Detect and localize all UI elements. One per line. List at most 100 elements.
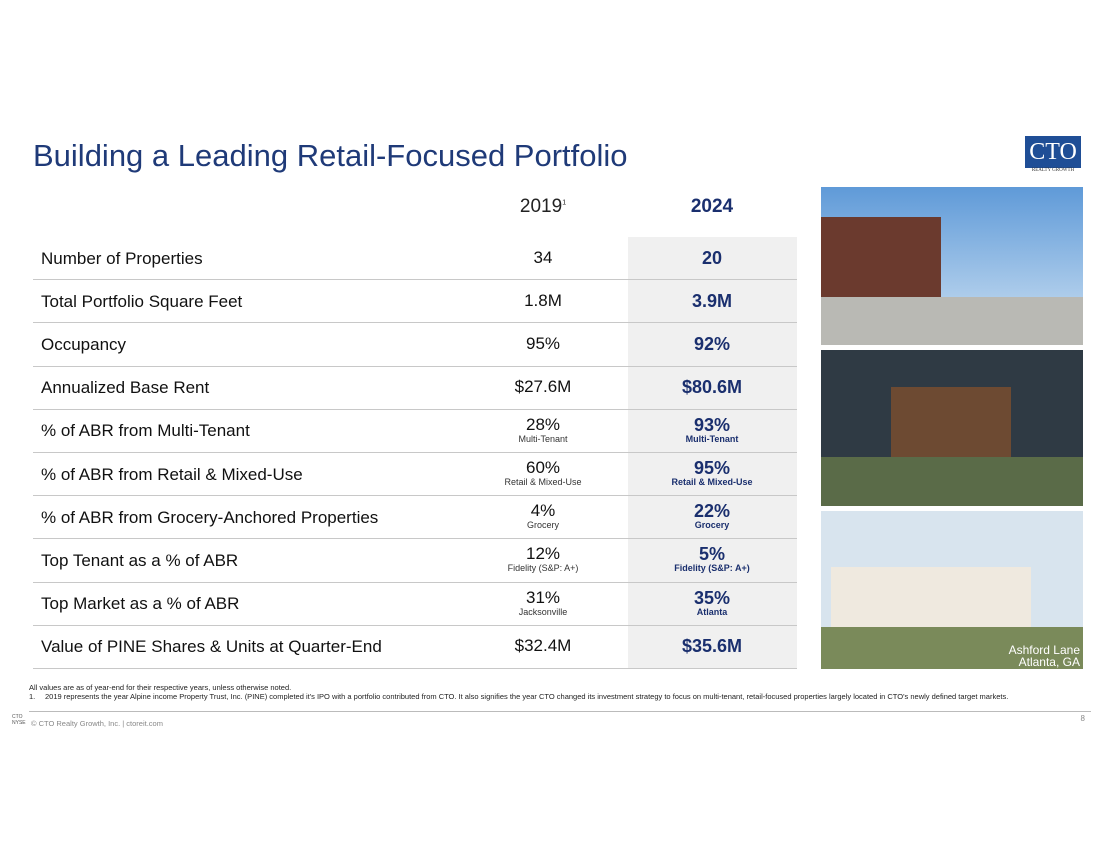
- footnotes: All values are as of year-end for their …: [29, 683, 1069, 701]
- footer-logo-line: CTO: [12, 714, 23, 720]
- cell-value: 5%: [698, 544, 725, 565]
- table-cell: 31% Jacksonville: [458, 587, 628, 618]
- table-cell: $27.6M: [458, 378, 628, 396]
- table-cell: 93% Multi-Tenant: [627, 416, 797, 445]
- table-row: [33, 626, 797, 669]
- photo-2-patio: [821, 457, 1083, 506]
- table-cell: 28% Multi-Tenant: [458, 414, 628, 445]
- page-number: 8: [1080, 714, 1085, 723]
- cell-value: 34: [533, 247, 553, 267]
- cell-value: 1.8M: [524, 290, 562, 310]
- row-label: Occupancy: [41, 335, 127, 354]
- table-cell: $80.6M: [627, 378, 797, 396]
- cell-value: 31%: [525, 587, 561, 607]
- cell-value: $27.6M: [514, 377, 572, 397]
- table-cell: 20: [627, 249, 797, 267]
- column-note: 1: [562, 199, 567, 207]
- table-cell: 92%: [627, 335, 797, 353]
- photo-plaza: [821, 297, 1083, 345]
- table-row: [33, 539, 797, 583]
- table-row: [33, 323, 797, 367]
- logo-name: CTO: [1025, 136, 1081, 168]
- row-label: % of ABR from Grocery-Anchored Propertie…: [41, 507, 379, 527]
- table-cell: $32.4M: [458, 637, 628, 655]
- cell-value: $35.6M: [681, 636, 743, 657]
- photo-building: [821, 217, 941, 302]
- cell-note: Multi-Tenant: [518, 433, 568, 444]
- cell-note: Retail & Mixed-Use: [671, 477, 753, 487]
- cell-value: 12%: [525, 544, 561, 564]
- cell-note: Fidelity (S&P: A+): [674, 563, 750, 574]
- row-label: Total Portfolio Square Feet: [41, 291, 243, 311]
- photo-2-building: [891, 387, 1011, 457]
- cell-value: 4%: [530, 501, 556, 521]
- row-label: % of ABR from Multi-Tenant: [41, 421, 250, 441]
- cell-value: 93%: [693, 414, 731, 435]
- cell-value: 28%: [525, 414, 561, 434]
- column-label: 2019: [519, 196, 563, 217]
- cell-note: Grocery: [694, 520, 730, 531]
- logo-tagline: REALTY GROWTH: [1031, 168, 1075, 173]
- footer-copyright: © CTO Realty Growth, Inc. | ctoreit.com: [31, 719, 163, 728]
- table-row: [33, 367, 797, 410]
- row-label: Number of Properties: [41, 248, 203, 268]
- table-cell: 12% Fidelity (S&P: A+): [458, 545, 628, 574]
- cell-value: 22%: [693, 501, 731, 522]
- row-label: % of ABR from Retail & Mixed-Use: [41, 464, 303, 484]
- cell-note: Fidelity (S&P: A+): [507, 563, 579, 574]
- footnote-text: 2019 represents the year Alpine income P…: [45, 692, 1009, 701]
- footer-logo-line: NYSE: [12, 720, 26, 726]
- table-cell: 4% Grocery: [458, 502, 628, 531]
- caption-line: Atlanta, GA: [1018, 655, 1080, 669]
- cell-value: 35%: [693, 587, 731, 608]
- table-row: [33, 237, 797, 281]
- footer-logo: CTO NYSE: [12, 714, 26, 726]
- row-label: Value of PINE Shares & Units at Quarter-…: [41, 637, 382, 657]
- column-label: 2024: [690, 196, 734, 217]
- cell-note: Multi-Tenant: [685, 433, 739, 444]
- photo-3-building: [831, 567, 1031, 627]
- column-header: 20191: [458, 196, 628, 218]
- cell-note: Retail & Mixed-Use: [504, 477, 582, 487]
- footnote: 1. 2019 represents the year Alpine incom…: [29, 692, 1069, 701]
- table-row: [33, 583, 797, 626]
- table-cell: 1.8M: [458, 290, 628, 310]
- cell-value: $32.4M: [514, 636, 572, 656]
- photos: [821, 187, 1083, 669]
- cell-value: 60%: [525, 458, 561, 477]
- title: Building a Leading Retail-Focused Portfo…: [33, 138, 628, 173]
- column-header: 2024: [627, 196, 797, 218]
- cell-note: Atlanta: [696, 606, 728, 617]
- table-cell: 5% Fidelity (S&P: A+): [627, 545, 797, 574]
- table-cell: $35.6M: [627, 637, 797, 655]
- row-label: Top Tenant as a % of ABR: [41, 551, 239, 570]
- cell-value: $80.6M: [681, 377, 743, 398]
- row-label: Top Market as a % of ABR: [41, 594, 240, 614]
- table-row: [33, 496, 797, 540]
- cell-value: 92%: [693, 334, 731, 354]
- photo-caption: Ashford Lane Atlanta, GA: [1009, 644, 1080, 668]
- cell-note: Jacksonville: [518, 606, 568, 617]
- caption-line: Ashford Lane: [1008, 643, 1080, 657]
- table-cell: 34: [458, 247, 628, 267]
- cell-value: 95%: [525, 334, 561, 353]
- photo-3-garden: [821, 627, 1083, 669]
- cell-value: 20: [701, 247, 723, 268]
- cell-note: Grocery: [526, 520, 559, 531]
- table-cell: 22% Grocery: [627, 502, 797, 531]
- row-label: Annualized Base Rent: [41, 378, 210, 398]
- table-cell: 35% Atlanta: [627, 589, 797, 618]
- table-row: [33, 280, 797, 324]
- cell-value: 95%: [693, 458, 731, 478]
- table-row: [33, 410, 797, 453]
- footnote-marker: 1.: [29, 692, 36, 701]
- highlight-column: [628, 237, 797, 669]
- logo: CTO REALTY GROWTH: [1025, 136, 1081, 174]
- table-cell: 3.9M: [627, 292, 797, 310]
- footnote-general: All values are as of year-end for their …: [29, 683, 292, 692]
- table-cell: 60% Retail & Mixed-Use: [458, 459, 628, 488]
- cell-value: 3.9M: [691, 290, 733, 311]
- table-cell: 95% Retail & Mixed-Use: [627, 459, 797, 488]
- table-cell: 95%: [458, 335, 628, 353]
